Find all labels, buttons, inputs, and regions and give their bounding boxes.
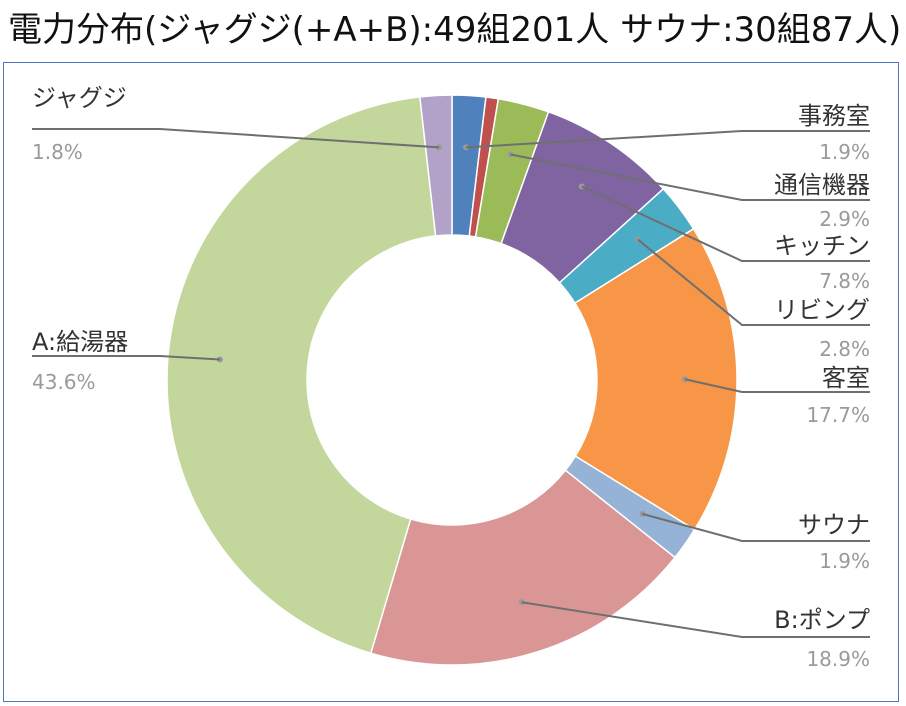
leader-line (510, 153, 870, 201)
slice-label-percent: 2.8% (819, 337, 870, 361)
donut-slice-ジャグジ (419, 94, 453, 237)
slice-label-percent: 43.6% (32, 370, 96, 394)
slice-label-percent: 1.9% (819, 549, 870, 573)
slice-label-percent: 1.8% (32, 140, 83, 164)
slice-label-percent: 7.8% (819, 269, 870, 293)
leader-line (684, 378, 870, 393)
slice-label-name: 事務室 (798, 102, 870, 130)
leader-line (32, 128, 439, 149)
slice-label-percent: 17.7% (806, 403, 870, 427)
slice-label-name: A:給湯器 (32, 328, 128, 356)
leader-line (465, 130, 870, 149)
slice-label-percent: 1.9% (819, 140, 870, 164)
slice-label-name: 通信機器 (774, 171, 870, 199)
slice-label-name: 客室 (822, 364, 870, 392)
chart-title: 電力分布(ジャグジ(+A+B):49組201人 サウナ:30組87人) (8, 10, 902, 50)
donut-slice-A:給湯器 (166, 95, 437, 655)
leader-line (637, 238, 870, 326)
slice-label-percent: 18.9% (806, 647, 870, 671)
donut-slice-B:ポンプ (369, 469, 677, 666)
leader-line (521, 601, 870, 638)
slice-label-name: リビング (774, 296, 870, 324)
leader-line (642, 513, 870, 542)
leader-line (32, 355, 220, 361)
slice-label-name: ジャグジ (32, 84, 127, 112)
slice-label-name: B:ポンプ (774, 606, 870, 634)
slice-label-percent: 2.9% (819, 207, 870, 231)
slice-label-name: キッチン (774, 232, 870, 260)
leader-line (581, 185, 870, 262)
slice-label-name: サウナ (798, 511, 870, 539)
